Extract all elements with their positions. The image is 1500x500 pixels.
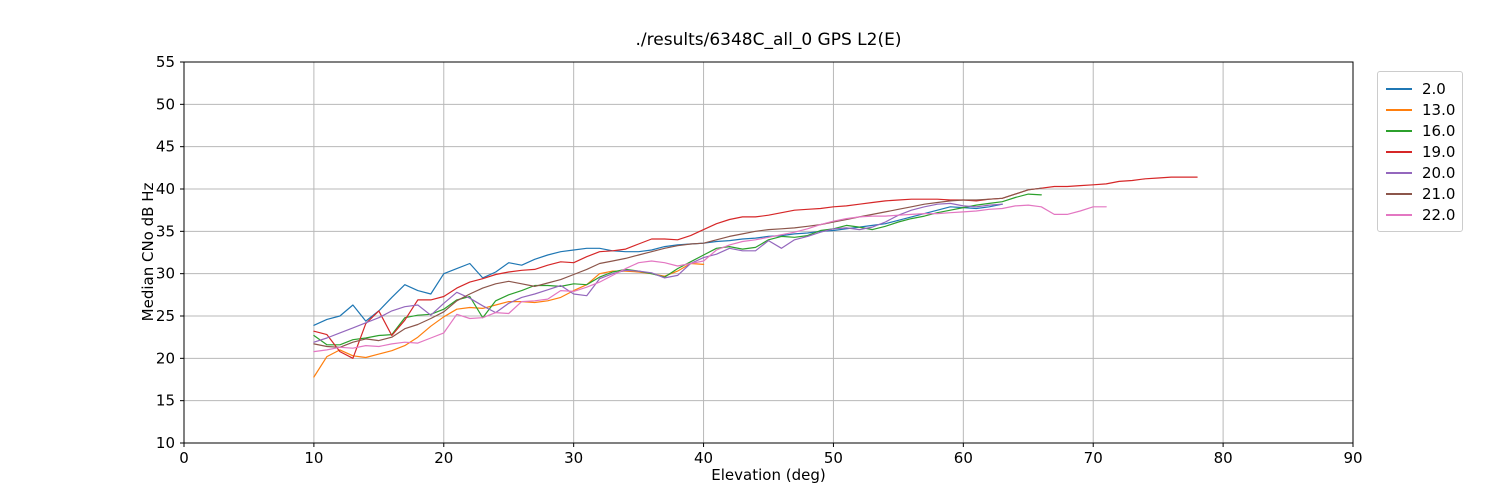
legend-entry: 16.0 (1386, 120, 1456, 141)
legend-label: 16.0 (1422, 121, 1456, 140)
x-tick-label: 80 (1214, 449, 1233, 467)
series-line-22.0 (313, 204, 1107, 353)
y-tick-label: 15 (156, 392, 175, 410)
legend-entry: 2.0 (1386, 78, 1454, 99)
legend-line-swatch (1386, 171, 1412, 174)
y-tick-label: 25 (156, 307, 175, 325)
legend-line-swatch (1386, 108, 1412, 111)
legend-line-swatch (1386, 192, 1412, 195)
x-tick-label: 90 (1343, 449, 1362, 467)
legend-entry: 21.0 (1386, 183, 1456, 204)
x-tick-label: 0 (179, 449, 189, 467)
legend-entry: 20.0 (1386, 162, 1456, 183)
legend-label: 21.0 (1422, 184, 1456, 203)
y-tick-label: 35 (156, 222, 175, 240)
legend-line-swatch (1386, 213, 1412, 216)
y-tick-label: 20 (156, 349, 175, 367)
series-line-2.0 (313, 203, 1003, 326)
x-tick-label: 60 (954, 449, 973, 467)
series-line-19.0 (313, 176, 1198, 359)
x-axis-label: Elevation (deg) (711, 466, 826, 484)
plot-border (183, 61, 1354, 444)
y-tick-label: 45 (156, 138, 175, 156)
legend-line-swatch (1386, 129, 1412, 132)
y-tick-label: 55 (156, 53, 175, 71)
legend-label: 13.0 (1422, 100, 1456, 119)
x-tick-label: 10 (304, 449, 323, 467)
legend-entry: 22.0 (1386, 204, 1456, 225)
legend-label: 19.0 (1422, 142, 1456, 161)
y-tick-label: 50 (156, 95, 175, 113)
series-line-21.0 (313, 187, 1042, 348)
legend-label: 2.0 (1422, 79, 1446, 98)
x-tick-label: 70 (1084, 449, 1103, 467)
x-tick-label: 20 (434, 449, 453, 467)
series-line-13.0 (313, 262, 705, 378)
x-tick-label: 30 (564, 449, 583, 467)
legend-label: 22.0 (1422, 205, 1456, 224)
legend-entry: 13.0 (1386, 99, 1456, 120)
y-tick-label: 10 (156, 434, 175, 452)
chart-title: ./results/6348C_all_0 GPS L2(E) (635, 30, 902, 50)
y-tick-label: 40 (156, 180, 175, 198)
y-axis-label: Median CNo dB Hz (139, 182, 157, 322)
y-tick-label: 30 (156, 265, 175, 283)
legend-entry: 19.0 (1386, 141, 1456, 162)
legend: 2.0 13.0 16.0 19.0 20.0 21.0 22.0 (1377, 71, 1463, 232)
series-line-20.0 (313, 202, 1003, 343)
legend-label: 20.0 (1422, 163, 1456, 182)
x-tick-label: 40 (694, 449, 713, 467)
legend-line-swatch (1386, 150, 1412, 153)
series-line-16.0 (313, 193, 1042, 346)
legend-line-swatch (1386, 87, 1412, 90)
x-tick-label: 50 (824, 449, 843, 467)
